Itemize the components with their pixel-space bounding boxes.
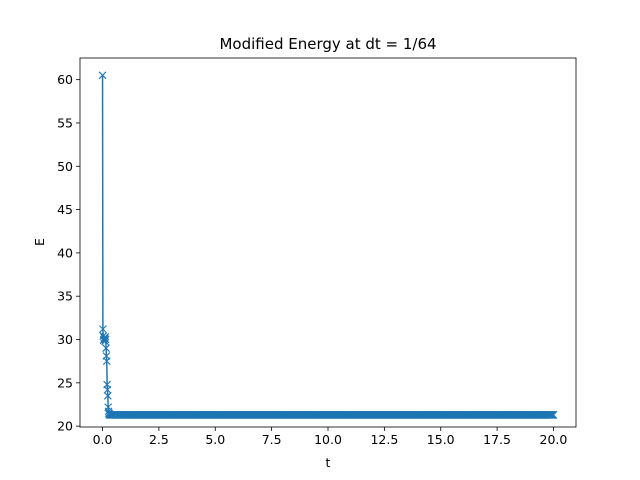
y-tick-label: 25	[57, 375, 73, 390]
x-tick-label: 0.0	[93, 432, 113, 447]
y-tick-label: 35	[57, 289, 73, 304]
x-tick-label: 20.0	[540, 432, 568, 447]
data-point-marker	[98, 71, 107, 80]
x-tick-label: 10.0	[314, 432, 342, 447]
chart-title: Modified Energy at dt = 1/64	[219, 35, 436, 53]
plot-frame	[79, 57, 577, 428]
x-tick-label: 17.5	[483, 432, 511, 447]
data-point-marker	[102, 357, 111, 366]
x-axis-label: t	[326, 455, 331, 470]
y-tick-label: 45	[57, 202, 73, 217]
x-tick-label: 2.5	[149, 432, 169, 447]
y-tick-label: 20	[57, 419, 73, 434]
y-tick-label: 30	[57, 332, 73, 347]
y-tick-label: 55	[57, 115, 73, 130]
x-tick-label: 12.5	[370, 432, 398, 447]
data-point-marker	[549, 410, 558, 419]
x-tick-label: 15.0	[427, 432, 455, 447]
y-axis-ticks: 20 25 30 35 40 45 50 55 60	[57, 72, 80, 434]
y-tick-label: 60	[57, 72, 73, 87]
x-tick-label: 5.0	[205, 432, 225, 447]
x-axis-ticks: 0.0 2.5 5.0 7.5 10.0 12.5 15.0 17.5 20.0	[93, 427, 568, 447]
data-point-marker	[99, 325, 107, 334]
data-point-marker	[101, 333, 110, 341]
data-point-marker	[101, 335, 110, 344]
y-axis-label: E	[32, 238, 47, 246]
data-point-marker	[103, 385, 112, 394]
plot-layer	[98, 71, 558, 419]
x-tick-label: 7.5	[262, 432, 282, 447]
y-tick-label: 50	[57, 159, 73, 174]
y-tick-label: 40	[57, 245, 73, 260]
data-point-marker	[103, 391, 112, 400]
data-point-marker	[102, 344, 110, 353]
